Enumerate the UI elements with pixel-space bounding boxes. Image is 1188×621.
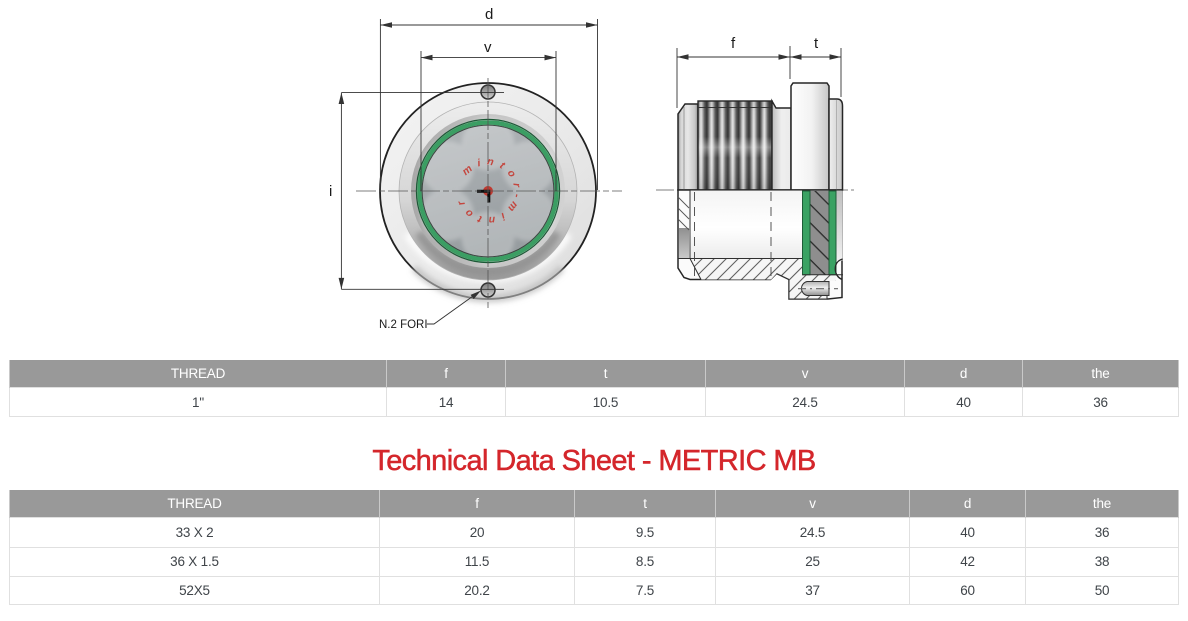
svg-text:f: f — [731, 35, 736, 52]
svg-text:i: i — [329, 183, 332, 200]
svg-text:d: d — [485, 6, 493, 23]
svg-text:v: v — [484, 39, 492, 56]
svg-text:t: t — [814, 35, 819, 52]
svg-text:N.2 FORI: N.2 FORI — [379, 319, 428, 331]
